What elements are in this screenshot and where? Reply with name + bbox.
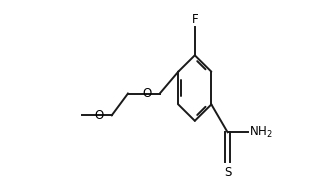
- Text: O: O: [142, 87, 152, 100]
- Text: NH$_2$: NH$_2$: [249, 125, 273, 140]
- Text: F: F: [191, 13, 198, 26]
- Text: O: O: [95, 109, 104, 122]
- Text: S: S: [224, 166, 231, 179]
